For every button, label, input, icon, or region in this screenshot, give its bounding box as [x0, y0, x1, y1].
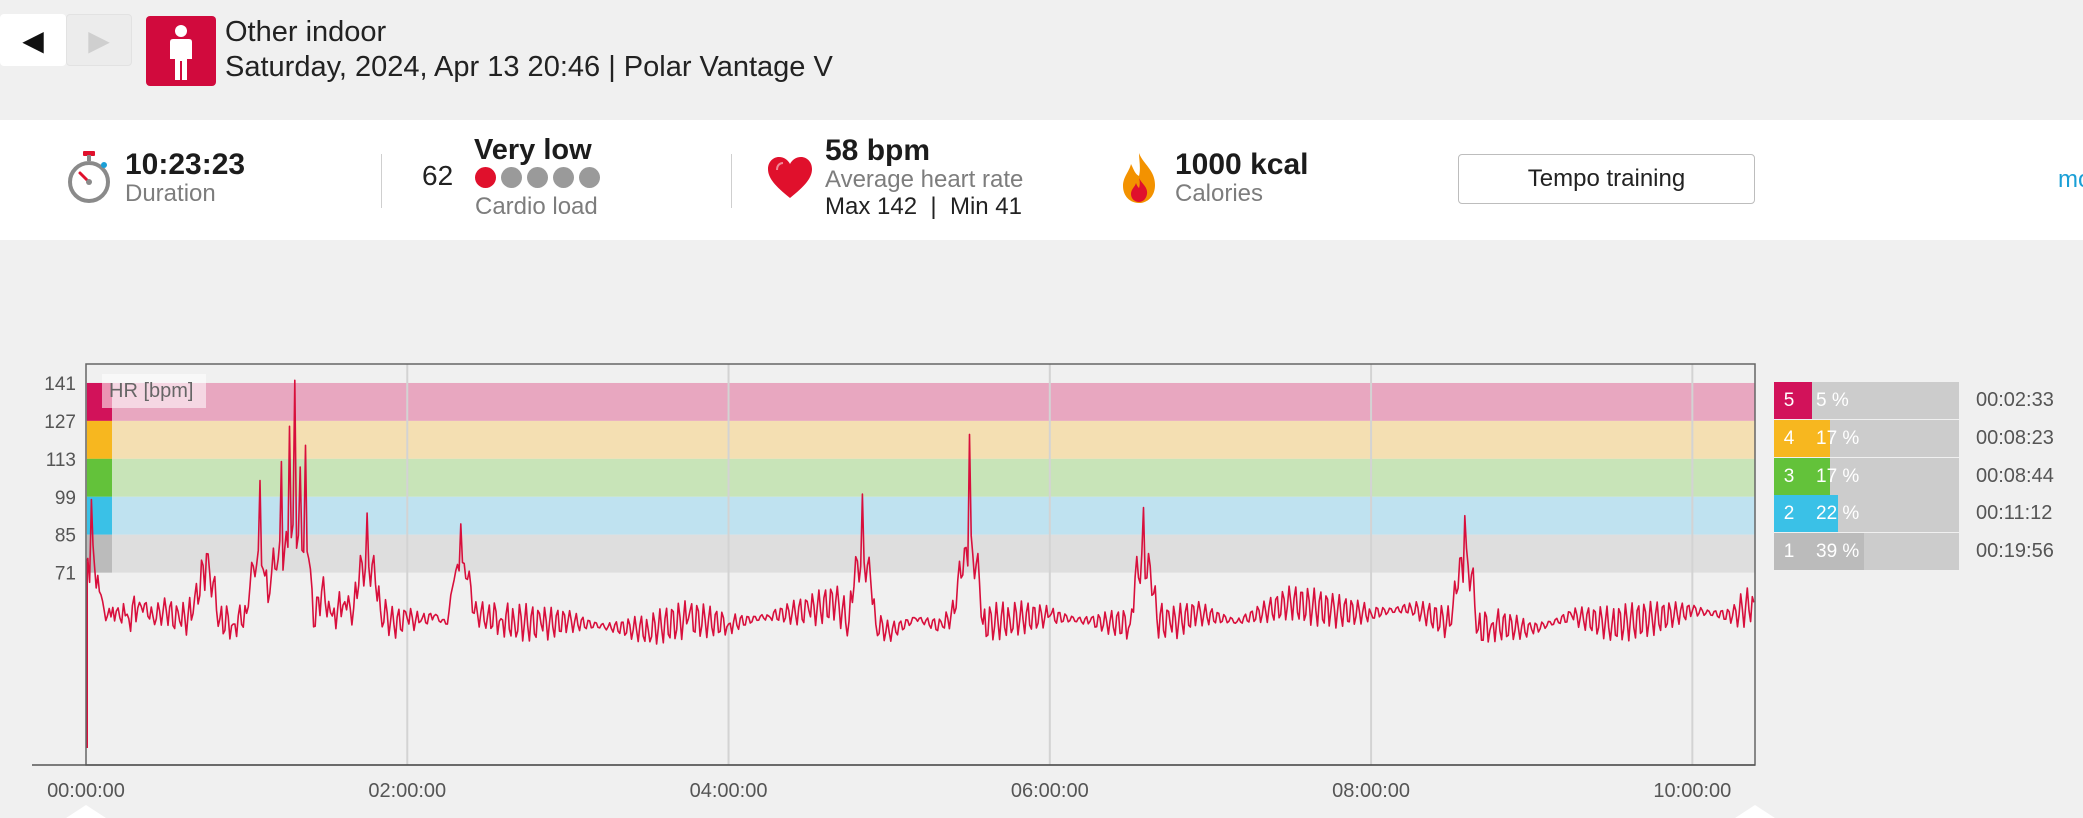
zone-number: 5	[1774, 382, 1804, 419]
y-tick-label: 71	[55, 564, 76, 585]
hr-zone-band	[86, 420, 1755, 459]
y-tick-label: 99	[55, 488, 76, 509]
cardio-dot	[579, 167, 600, 188]
hr-zone-band	[86, 534, 1755, 573]
hr-zone-marker	[87, 420, 112, 459]
x-tick-label: 02:00:00	[368, 780, 446, 802]
cardio-load-label: Cardio load	[475, 193, 598, 220]
sport-title: Other indoor	[225, 16, 387, 48]
zone-number: 2	[1774, 495, 1804, 532]
cardio-load-number: 62	[422, 160, 454, 191]
zone-percent: 17 %	[1816, 428, 1860, 449]
hr-zone-band	[86, 496, 1755, 535]
y-tick-label: 113	[46, 450, 76, 471]
avg-hr-label: Average heart rate	[825, 166, 1024, 193]
zone-row: 1 39 %	[1774, 533, 1959, 570]
heart-icon	[767, 156, 813, 205]
hr-zone-band	[86, 458, 1755, 497]
stopwatch-icon	[66, 150, 112, 211]
duration-value: 10:23:23	[125, 148, 246, 181]
zone-percent: 17 %	[1816, 466, 1860, 487]
series-label-box	[102, 374, 206, 408]
zone-percent-bar	[1804, 458, 1830, 495]
range-handle-right[interactable]	[1735, 805, 1775, 818]
hr-zone-marker	[87, 458, 112, 497]
cardio-dot	[501, 167, 522, 188]
calories-value: 1000 kcal	[1175, 148, 1309, 181]
y-tick-label: 141	[44, 374, 76, 395]
divider	[381, 154, 382, 208]
zone-percent-bar	[1804, 533, 1864, 570]
cardio-dot	[553, 167, 574, 188]
cardio-dot	[527, 167, 548, 188]
zone-row: 5 5 %	[1774, 382, 1959, 419]
divider	[731, 154, 732, 208]
zone-row: 2 22 %	[1774, 495, 1959, 532]
more-link[interactable]: mo	[2058, 166, 2083, 193]
zone-percent: 5 %	[1816, 390, 1849, 411]
avg-hr-value: 58 bpm	[825, 134, 931, 167]
series-label: HR [bpm]	[109, 380, 193, 402]
zone-time: 00:08:23	[1976, 427, 2054, 449]
x-tick-label: 04:00:00	[690, 780, 768, 802]
hr-max-min: Max 142 | Min 41	[825, 193, 1022, 220]
zone-time: 00:02:33	[1976, 389, 2054, 411]
zone-row: 4 17 %	[1774, 420, 1959, 457]
range-handle-left[interactable]	[66, 805, 106, 818]
x-tick-label: 06:00:00	[1011, 780, 1089, 802]
heart-rate-chart: HR [bpm] 141 127 113 99 85 71 00:00:00 02:00:0…	[32, 363, 1775, 818]
person-icon	[146, 16, 216, 86]
hr-series-line	[85, 379, 1755, 645]
x-tick-label: 00:00:00	[47, 780, 125, 802]
next-session-button[interactable]: ▶	[66, 14, 132, 66]
previous-session-button[interactable]: ◀	[0, 14, 66, 66]
zone-number: 3	[1774, 458, 1804, 495]
zone-time: 00:19:56	[1976, 540, 2054, 562]
calories-label: Calories	[1175, 180, 1264, 207]
zone-percent-bar	[1804, 382, 1812, 419]
session-subtitle: Saturday, 2024, Apr 13 20:46 | Polar Van…	[225, 51, 833, 83]
zone-time: 00:08:44	[1976, 465, 2054, 487]
zone-percent: 39 %	[1816, 541, 1860, 562]
zone-row: 3 17 %	[1774, 458, 1959, 495]
x-tick-label: 10:00:00	[1653, 780, 1731, 802]
cardio-dot	[475, 167, 496, 188]
flame-icon	[1121, 152, 1157, 209]
cardio-load-level: Very low	[474, 134, 592, 166]
duration-label: Duration	[125, 180, 216, 207]
zone-time: 00:11:12	[1976, 502, 2053, 524]
y-tick-label: 127	[44, 412, 76, 433]
x-tick-label: 08:00:00	[1332, 780, 1410, 802]
zone-percent-bar	[1804, 420, 1830, 457]
summary-bar: 10:23:23 Duration 62 Very low Cardio loa…	[0, 120, 2083, 240]
zone-number: 1	[1774, 533, 1804, 570]
y-tick-label: 85	[55, 526, 76, 547]
zone-percent: 22 %	[1816, 503, 1860, 524]
training-benefit-button[interactable]: Tempo training	[1458, 154, 1755, 204]
zone-percent-bar	[1804, 495, 1838, 532]
zone-number: 4	[1774, 420, 1804, 457]
hr-zone-band	[86, 382, 1755, 421]
